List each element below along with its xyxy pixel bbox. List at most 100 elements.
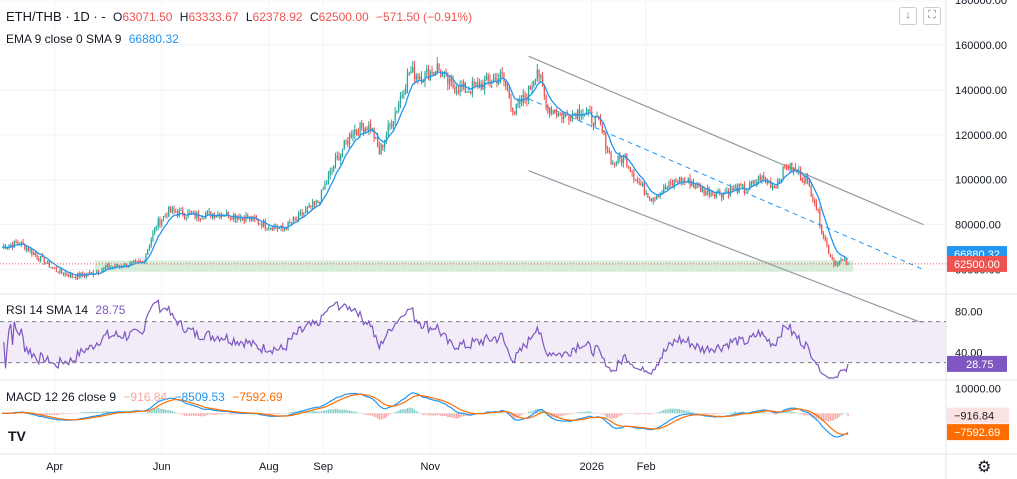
candle-body: [90, 272, 93, 274]
macd-histogram-bar: [75, 413, 77, 414]
candle-body: [499, 72, 502, 80]
candle-body: [492, 78, 495, 83]
macd-histogram-bar: [829, 413, 832, 422]
candle-body: [654, 198, 656, 200]
macd-histogram-bar: [373, 413, 375, 417]
macd-histogram-bar: [380, 413, 382, 420]
candle-body: [578, 109, 581, 117]
time-tick-label: 2026: [580, 461, 604, 473]
macd-histogram-bar: [624, 413, 626, 414]
candle-body: [97, 271, 100, 274]
candle-body: [454, 87, 456, 93]
candle-body: [517, 103, 519, 105]
macd-histogram-bar: [785, 411, 788, 414]
candle-body: [41, 255, 43, 258]
macd-histogram-bar: [580, 412, 582, 414]
gear-icon[interactable]: ⚙: [977, 459, 992, 476]
candle-body: [157, 218, 159, 227]
macd-histogram-bar: [355, 412, 358, 414]
candle-body: [208, 211, 210, 213]
candle-body: [587, 109, 589, 112]
macd-histogram-bar: [843, 413, 846, 414]
candle-body: [663, 186, 665, 193]
candle-body: [541, 75, 544, 86]
candle-body: [633, 173, 635, 180]
macd-legend[interactable]: MACD 12 26 close 9 −916.84 −8509.53 −759…: [6, 390, 287, 404]
candle-body: [334, 157, 337, 167]
candle-body: [489, 80, 491, 84]
candle-body: [364, 128, 366, 134]
candle-body: [664, 186, 667, 190]
candle-body: [819, 210, 821, 226]
macd-histogram-bar: [661, 410, 663, 414]
candle-body: [543, 85, 545, 97]
macd-histogram-bar: [68, 413, 70, 414]
candle-body: [612, 162, 614, 164]
macd-histogram-bar: [440, 413, 442, 416]
macd-histogram-bar: [701, 413, 703, 414]
macd-histogram-bar: [334, 408, 337, 414]
macd-histogram-bar: [729, 412, 732, 414]
candle-body: [115, 264, 117, 267]
candle-body: [162, 216, 165, 221]
macd-histogram-bar: [763, 411, 765, 414]
candle-body: [642, 183, 644, 186]
candle-body: [255, 218, 258, 221]
macd-histogram-bar: [233, 413, 235, 415]
download-icon[interactable]: ↓: [899, 7, 917, 25]
candle-body: [656, 195, 658, 200]
macd-histogram-bar: [136, 412, 138, 414]
candle-body: [650, 199, 653, 201]
macd-histogram-bar: [234, 413, 237, 415]
candle-body: [822, 232, 825, 237]
macd-histogram-bar: [345, 409, 347, 414]
macd-histogram-bar: [366, 413, 368, 416]
candle-body: [176, 212, 179, 216]
candle-body: [73, 276, 75, 278]
macd-histogram-bar: [717, 413, 719, 414]
candle-body: [470, 91, 472, 94]
macd-histogram-bar: [831, 413, 833, 421]
candle-body: [789, 163, 791, 170]
symbol-title[interactable]: ETH/THB · 1D · -: [6, 9, 106, 24]
rsi-pane: [0, 298, 946, 379]
rsi-legend[interactable]: RSI 14 SMA 14 28.75: [6, 303, 129, 317]
candle-body: [229, 217, 231, 219]
macd-histogram-bar: [833, 413, 835, 421]
macd-histogram-bar: [561, 413, 563, 417]
candle-body: [419, 76, 421, 79]
macd-histogram-bar: [836, 413, 839, 419]
macd-histogram-bar: [282, 413, 284, 414]
candle-body: [345, 140, 347, 142]
macd-histogram-bar: [152, 409, 154, 414]
candle-body: [373, 128, 375, 139]
macd-histogram-bar: [578, 412, 581, 414]
macd-histogram-bar: [677, 409, 679, 414]
candle-body: [148, 245, 151, 250]
ema-legend[interactable]: EMA 9 close 0 SMA 9 66880.32: [6, 32, 183, 46]
macd-histogram-bar: [47, 413, 49, 415]
candle-body: [322, 189, 324, 191]
macd-histogram-bar: [689, 411, 691, 414]
candle-body: [601, 125, 603, 133]
candle-body: [712, 192, 714, 195]
candle-body: [738, 184, 740, 193]
candle-body: [59, 268, 61, 273]
fullscreen-icon[interactable]: ⛶: [923, 7, 941, 25]
rsi-band: [0, 321, 946, 363]
macd-histogram-bar: [605, 413, 607, 417]
macd-histogram-bar: [378, 413, 380, 420]
candle-body: [722, 192, 724, 198]
candle-body: [815, 202, 818, 210]
macd-histogram-bar: [78, 412, 80, 414]
macd-histogram-bar: [654, 413, 656, 414]
macd-histogram-bar: [376, 413, 379, 419]
tradingview-logo[interactable]: TV: [8, 428, 26, 444]
macd-histogram-bar: [445, 413, 447, 417]
candle-body: [503, 72, 505, 82]
candle-body: [752, 180, 754, 184]
macd-histogram-bar: [310, 411, 312, 414]
macd-histogram-bar: [603, 413, 605, 415]
macd-histogram-bar: [201, 413, 203, 417]
